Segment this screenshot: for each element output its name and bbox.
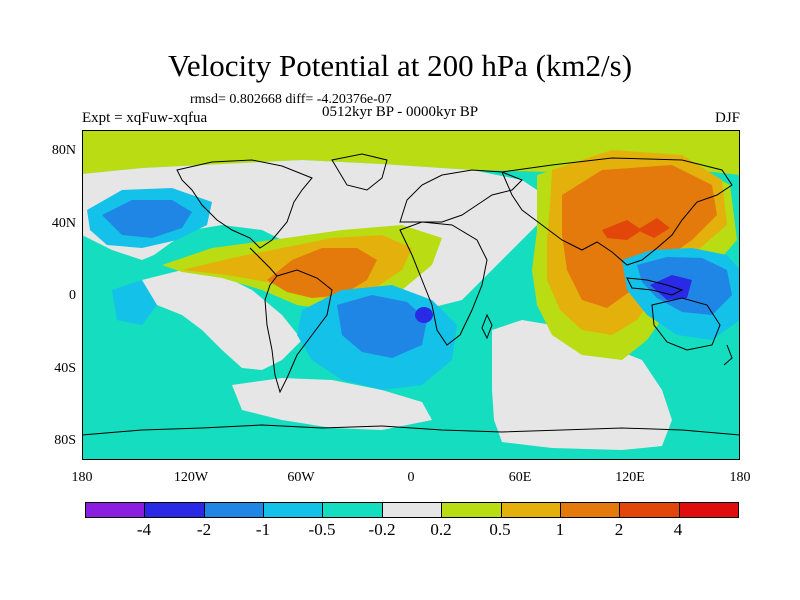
colorbar-label: 4 bbox=[673, 520, 683, 539]
contour-northpacific-neg1 bbox=[102, 200, 192, 238]
antarctica-coastline bbox=[82, 424, 740, 436]
colorbar-cell bbox=[382, 503, 443, 517]
rmsd-diff-stats: rmsd= 0.802668 diff= -4.20376e-07 bbox=[190, 92, 392, 107]
y-tick-label: 0 bbox=[69, 288, 76, 303]
y-tick-label: 40S bbox=[54, 361, 76, 376]
y-tick-label: 80N bbox=[51, 143, 76, 158]
contour-southatlantic-neg1 bbox=[337, 295, 427, 358]
south-america-coastline bbox=[264, 269, 333, 394]
contour-eastasia-pos4 bbox=[637, 218, 670, 238]
north-america-coastline bbox=[176, 159, 313, 249]
colorbar-cell bbox=[620, 503, 680, 517]
x-tick-label: 0 bbox=[407, 470, 415, 485]
contour-southeast-neutral bbox=[492, 320, 672, 450]
contour-southpacific-neg05 bbox=[112, 280, 157, 325]
colorbar-label: 0.2 bbox=[430, 520, 452, 539]
contour-asia-pos2 bbox=[562, 165, 717, 308]
colorbar-cell bbox=[323, 503, 383, 517]
colorbar-label: -1 bbox=[255, 520, 271, 539]
x-tick-label: 180 bbox=[729, 470, 751, 485]
europe-coastline bbox=[399, 169, 523, 223]
madagascar-coastline bbox=[481, 313, 493, 340]
new-zealand-coastline bbox=[723, 344, 733, 366]
greenland-coastline bbox=[331, 153, 388, 191]
colorbar-cell bbox=[264, 503, 324, 517]
contour-asia-pos4 bbox=[602, 220, 642, 240]
y-tick-label: 40N bbox=[51, 216, 76, 231]
contour-atlantic-pos2 bbox=[267, 248, 377, 298]
indonesia-coastline bbox=[626, 277, 684, 296]
contour-westpacific-neg2 bbox=[650, 275, 692, 300]
contour-pacific-neutral bbox=[142, 270, 302, 370]
y-tick-label: 80S bbox=[54, 433, 76, 448]
colorbar-label: -0.2 bbox=[368, 520, 396, 539]
colorbar-cell bbox=[204, 503, 265, 517]
colorbar-label: -4 bbox=[136, 520, 152, 539]
colorbar-label: 0.5 bbox=[489, 520, 511, 539]
season-label: DJF bbox=[714, 110, 740, 126]
colorbar-cell bbox=[442, 503, 502, 517]
coastlines bbox=[82, 153, 740, 436]
experiment-label: Expt = xqFuw-xqfua bbox=[82, 110, 208, 126]
x-tick-label: 120W bbox=[173, 470, 209, 485]
velocity-potential-map bbox=[82, 130, 740, 460]
x-tick-label: 180 bbox=[71, 470, 93, 485]
colorbar-label: -0.5 bbox=[308, 520, 336, 539]
contour-field bbox=[82, 130, 740, 460]
asia-coastline bbox=[501, 157, 733, 266]
africa-coastline bbox=[399, 221, 488, 346]
colorbar-label: -2 bbox=[196, 520, 212, 539]
colorbar-cell bbox=[145, 503, 205, 517]
contour-south-neutral bbox=[232, 378, 432, 430]
colorbar-label: 2 bbox=[614, 520, 624, 539]
contour-southatlantic-neg2 bbox=[415, 307, 433, 323]
colorbar-cell bbox=[501, 503, 561, 517]
colorbar-cell bbox=[86, 503, 146, 517]
period-label: 0512kyr BP - 0000kyr BP bbox=[322, 104, 479, 120]
map-title: Velocity Potential at 200 hPa (km2/s) bbox=[167, 48, 633, 83]
x-tick-label: 120E bbox=[615, 470, 645, 485]
australia-coastline bbox=[651, 297, 721, 351]
x-tick-label: 60E bbox=[508, 470, 532, 485]
colorbar bbox=[85, 502, 739, 518]
colorbar-cell bbox=[679, 503, 738, 517]
x-tick-label: 60W bbox=[287, 470, 315, 485]
central-america-coastline bbox=[249, 247, 278, 277]
colorbar-label: 1 bbox=[555, 520, 565, 539]
colorbar-cell bbox=[560, 503, 621, 517]
